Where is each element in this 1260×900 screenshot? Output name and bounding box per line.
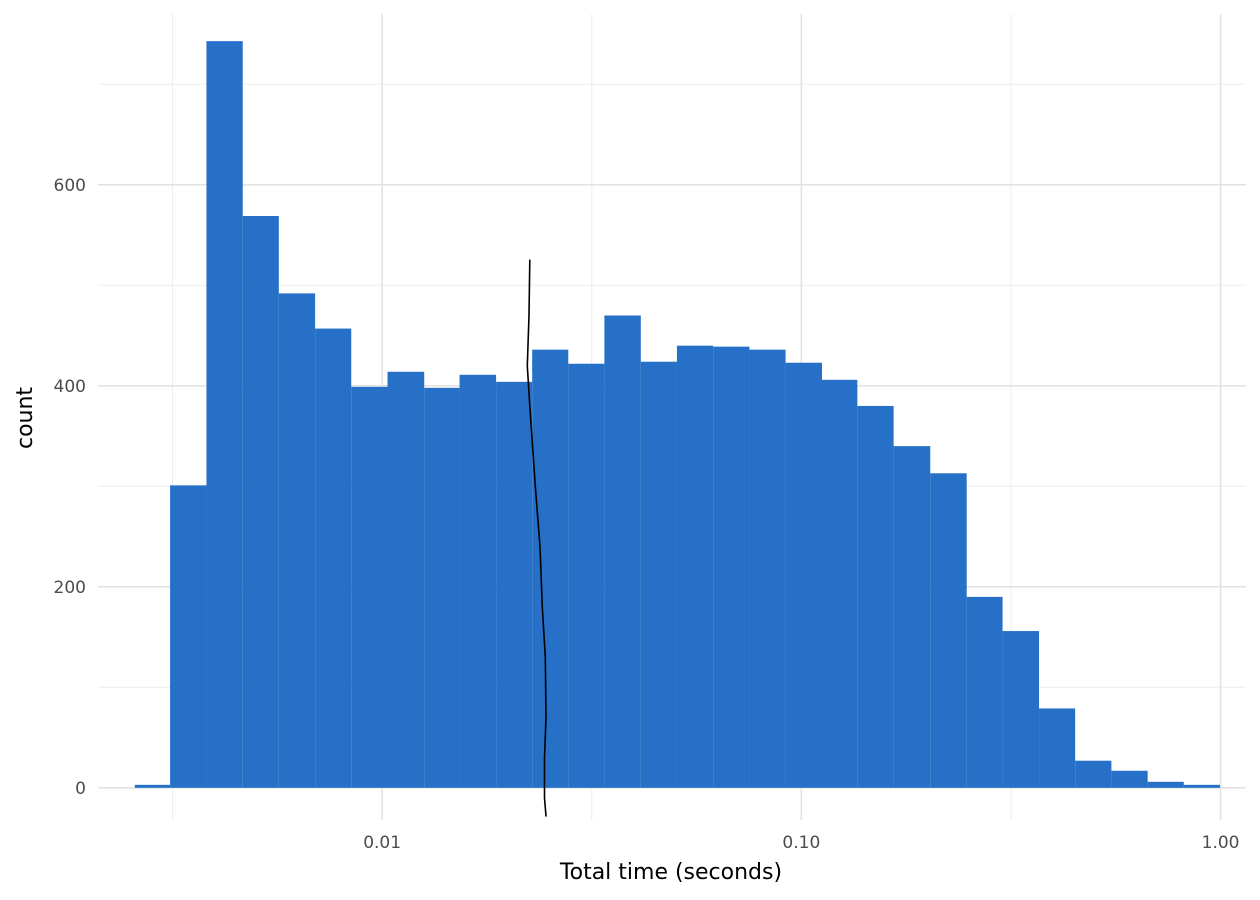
histogram-bar	[749, 349, 786, 788]
histogram-bar	[1111, 770, 1148, 788]
histogram-bar	[1183, 784, 1221, 788]
histogram-bar	[1147, 781, 1184, 788]
histogram-bar	[459, 374, 497, 788]
histogram-bar	[134, 784, 171, 788]
histogram-bar	[351, 386, 388, 788]
y-tick-label: 600	[54, 176, 86, 196]
histogram-bars	[134, 41, 1221, 788]
histogram-bar	[966, 596, 1003, 788]
y-axis-title: count	[13, 387, 38, 449]
histogram-bar	[857, 405, 894, 788]
y-tick-label: 400	[54, 377, 86, 397]
y-axis-ticks: 0 200 400 600	[54, 176, 86, 799]
histogram-bar	[604, 315, 641, 788]
histogram-bar	[387, 371, 425, 788]
histogram-bar	[893, 446, 931, 788]
histogram-bar	[424, 387, 460, 788]
annotation-line	[526, 259, 547, 817]
histogram-bar	[242, 216, 279, 788]
x-tick-label: 0.10	[782, 833, 820, 853]
histogram-bar	[278, 293, 316, 788]
histogram-bar	[532, 349, 569, 788]
histogram-bar	[568, 363, 605, 788]
x-axis-ticks: 0.01 0.10 1.00	[363, 833, 1239, 853]
annotation-layer	[526, 259, 547, 817]
x-tick-label: 1.00	[1202, 833, 1240, 853]
y-tick-label: 0	[75, 779, 86, 799]
x-axis-title: Total time (seconds)	[559, 860, 782, 885]
histogram-bar	[640, 361, 677, 788]
histogram-bar	[930, 473, 967, 788]
histogram-bar	[1075, 760, 1112, 788]
histogram-bar	[206, 41, 243, 788]
y-tick-label: 200	[54, 578, 86, 598]
histogram-bar	[496, 381, 533, 788]
histogram-bar	[170, 485, 207, 788]
histogram-bar	[821, 379, 858, 788]
x-tick-label: 0.01	[363, 833, 401, 853]
histogram-bar	[315, 328, 352, 788]
histogram-bar	[1039, 708, 1076, 788]
histogram-bar	[713, 346, 750, 788]
histogram-bar	[1002, 631, 1040, 788]
histogram-bar	[676, 345, 714, 788]
histogram-bar	[785, 362, 822, 788]
